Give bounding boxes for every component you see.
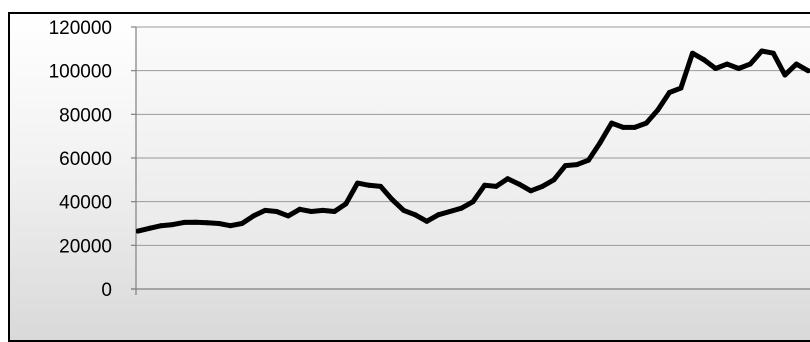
data-point xyxy=(655,108,660,113)
data-point xyxy=(540,184,545,189)
y-tick-label: 120000 xyxy=(49,18,112,39)
data-point xyxy=(286,213,291,218)
y-tick-label: 60000 xyxy=(59,149,112,170)
data-point xyxy=(193,220,198,225)
data-point xyxy=(159,223,164,228)
data-point xyxy=(771,51,776,56)
data-point xyxy=(471,199,476,204)
data-point xyxy=(621,125,626,130)
data-point xyxy=(690,51,695,56)
data-point xyxy=(205,220,210,225)
data-point xyxy=(794,62,799,67)
data-point xyxy=(355,181,360,186)
data-point xyxy=(147,226,152,231)
data-point xyxy=(424,219,429,224)
data-point xyxy=(228,223,233,228)
data-point xyxy=(748,62,753,67)
data-point xyxy=(528,188,533,193)
data-point xyxy=(598,140,603,145)
data-point xyxy=(216,221,221,226)
data-point xyxy=(459,206,464,211)
data-point xyxy=(667,90,672,95)
data-point xyxy=(332,209,337,214)
y-axis-tick-labels: 0 20000 40000 60000 80000 100000 120000 xyxy=(49,18,136,301)
data-point xyxy=(482,183,487,188)
data-point xyxy=(447,209,452,214)
data-point xyxy=(367,183,372,188)
data-point xyxy=(297,207,302,212)
data-point xyxy=(170,222,175,227)
data-point xyxy=(563,163,568,168)
data-point xyxy=(517,182,522,187)
data-point xyxy=(505,176,510,181)
y-tick-label: 0 xyxy=(101,280,112,301)
data-point xyxy=(713,66,718,71)
data-point xyxy=(759,49,764,54)
data-point xyxy=(309,209,314,214)
data-point xyxy=(702,57,707,62)
data-point xyxy=(413,212,418,217)
data-point xyxy=(609,121,614,126)
data-point xyxy=(182,220,187,225)
data-point xyxy=(586,158,591,163)
data-point xyxy=(274,209,279,214)
data-point xyxy=(136,229,141,234)
y-tick-label: 40000 xyxy=(59,193,112,214)
data-point xyxy=(240,221,245,226)
data-point xyxy=(401,208,406,213)
data-point xyxy=(736,66,741,71)
data-point xyxy=(678,86,683,91)
y-tick-label: 100000 xyxy=(49,62,112,83)
data-point xyxy=(343,201,348,206)
data-point xyxy=(782,73,787,78)
data-point xyxy=(644,121,649,126)
data-point xyxy=(251,213,256,218)
data-point xyxy=(494,184,499,189)
y-tick-label: 80000 xyxy=(59,105,112,126)
data-point xyxy=(263,208,268,213)
data-point xyxy=(390,197,395,202)
data-point xyxy=(436,212,441,217)
data-point xyxy=(320,208,325,213)
y-tick-label: 20000 xyxy=(59,236,112,257)
data-point xyxy=(725,62,730,67)
data-point xyxy=(378,184,383,189)
data-point xyxy=(551,177,556,182)
data-point xyxy=(575,162,580,167)
data-point xyxy=(632,125,637,130)
